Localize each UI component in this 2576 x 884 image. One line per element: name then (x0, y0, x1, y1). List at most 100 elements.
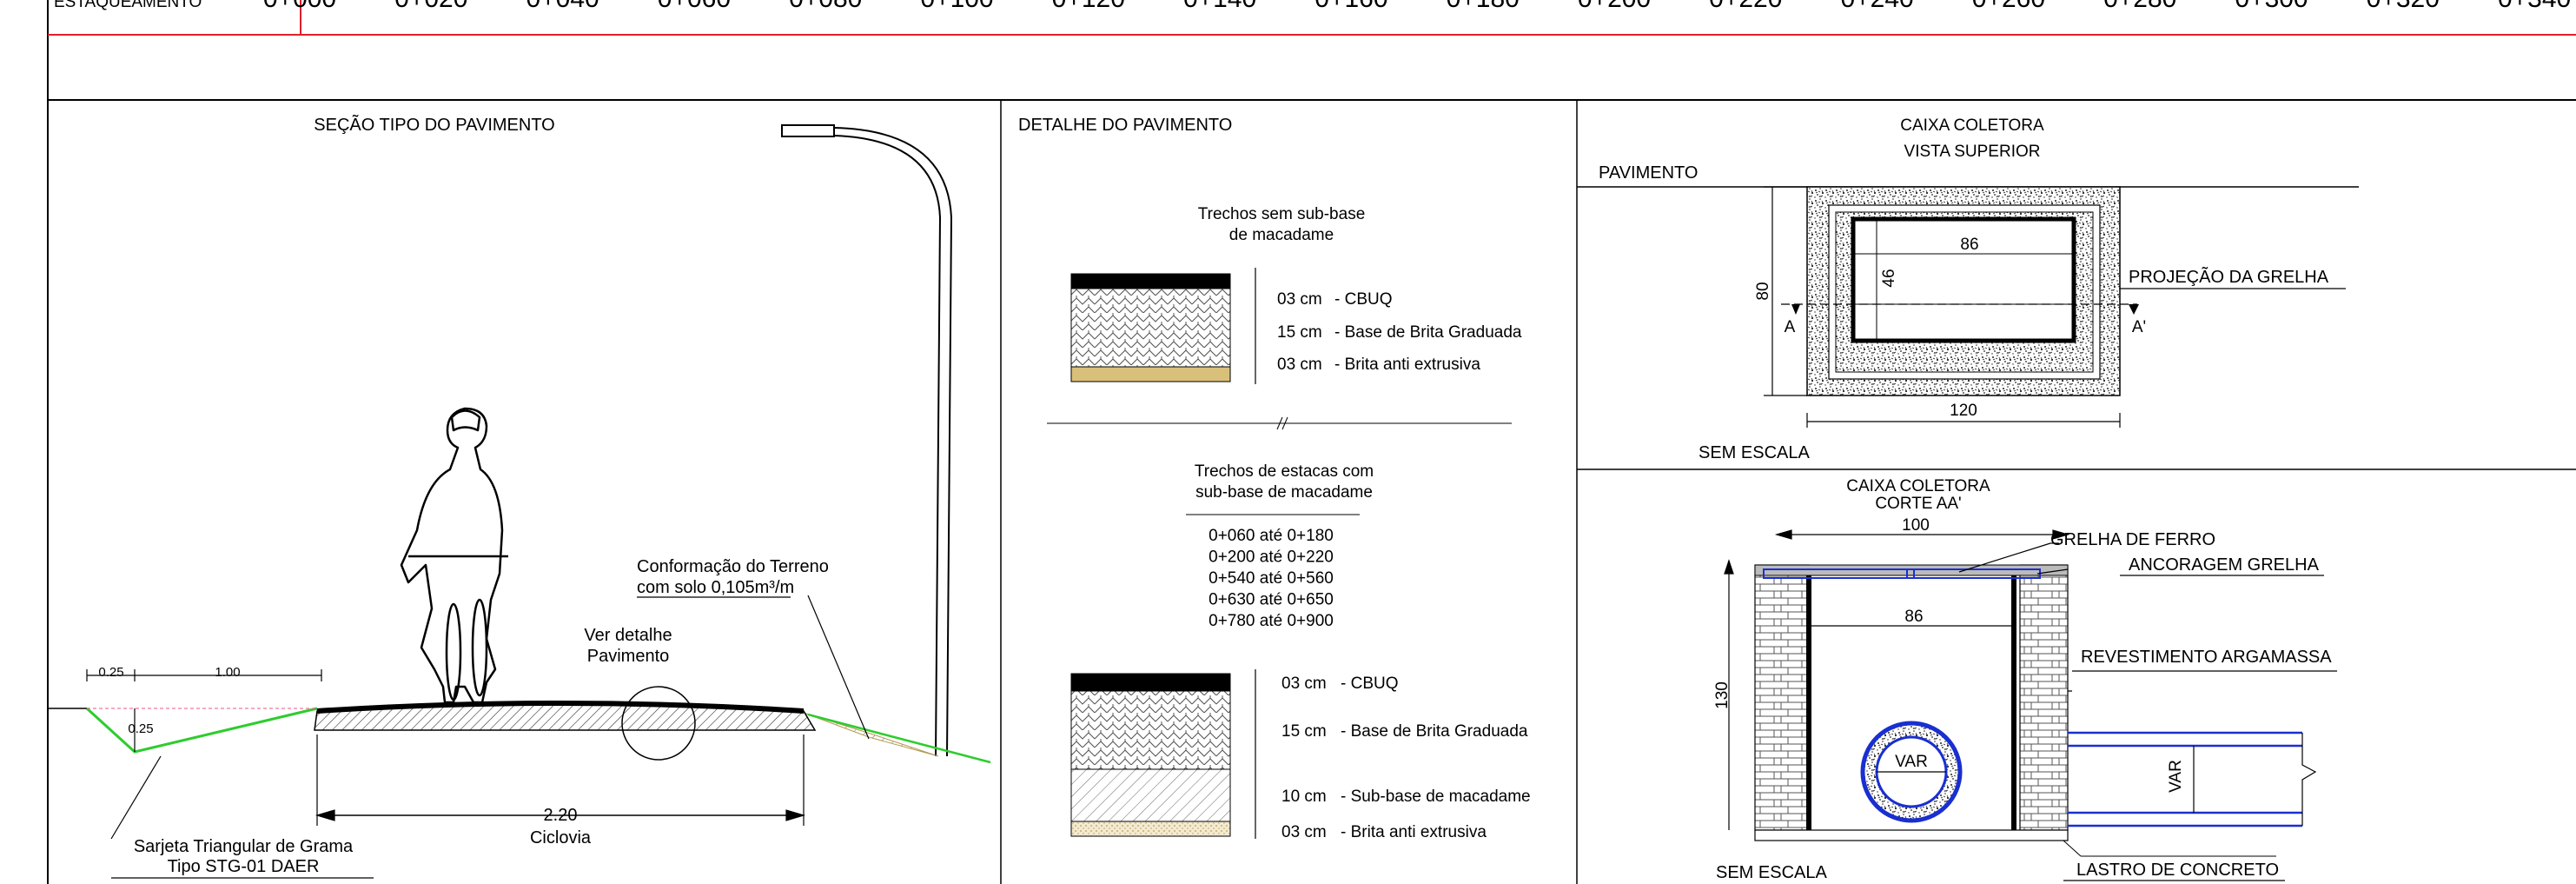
station-range: 0+780 até 0+900 (1209, 612, 1334, 630)
outlet-pipe (2068, 731, 2317, 828)
station-0+320: 0+320 (2367, 0, 2440, 13)
cyclist-icon (400, 407, 508, 704)
dim-025-top: 0.25 (98, 665, 123, 680)
station-range: 0+630 até 0+650 (1209, 591, 1334, 609)
dim-120: 120 (1950, 402, 1977, 420)
dim-80: 80 (1754, 282, 1772, 300)
section-label-a: A (1785, 318, 1796, 336)
caixa-sup-title1: CAIXA COLETORA (1900, 116, 2044, 135)
station-0+100: 0+100 (920, 0, 993, 13)
dim-86-sup: 86 (1960, 236, 1978, 254)
com-sub-line2: sub-base de macadame (1195, 483, 1373, 502)
street-lamp-icon (781, 124, 953, 757)
sem-escala-corte: SEM ESCALA (1716, 863, 1827, 882)
station-0+000: 0+000 (263, 0, 336, 13)
layer-a-thickness: 03 cm (1277, 356, 1322, 374)
station-0+080: 0+080 (789, 0, 862, 13)
layer-b-description: - Base de Brita Graduada (1341, 722, 1528, 741)
station-0+300: 0+300 (2235, 0, 2308, 13)
com-sub-line1: Trechos de estacas com (1195, 462, 1374, 481)
projecao-label: PROJEÇÃO DA GRELHA (2129, 266, 2329, 287)
station-0+140: 0+140 (1183, 0, 1256, 13)
caixa-corte-title1: CAIXA COLETORA (1846, 477, 1990, 495)
layer-a-description: - Base de Brita Graduada (1334, 323, 1522, 342)
sem-sub-line1: Trechos sem sub-base (1198, 205, 1366, 223)
station-strip: ESTAQUEAMENTO 0+000 0+020 0+040 0+060 0+080 0… (47, 0, 2576, 884)
layer-b-thickness: 03 cm (1281, 675, 1327, 693)
layer-b-thickness: 15 cm (1281, 722, 1327, 741)
detail-callout-circle (621, 686, 696, 761)
dim-86-corte: 86 (1904, 608, 1923, 626)
section-label-a-prime: A' (2132, 318, 2146, 336)
secao-tipo-panel: SEÇÃO TIPO DO PAVIMENTO (48, 114, 991, 879)
ancoragem-label: ANCORAGEM GRELHA (2129, 555, 2320, 575)
ciclovia-label: Ciclovia (530, 828, 592, 847)
var-pipe: VAR (2167, 760, 2185, 793)
station-0+260: 0+260 (1972, 0, 2045, 13)
break-line (1047, 416, 1512, 430)
detalhe-panel: DETALHE DO PAVIMENTO Trechos sem sub-bas… (1018, 116, 1531, 841)
station-0+240: 0+240 (1840, 0, 1913, 13)
revestimento-label: REVESTIMENTO ARGAMASSA (2081, 648, 2332, 667)
station-0+020: 0+020 (394, 0, 467, 13)
station-0+120: 0+120 (1052, 0, 1125, 13)
layer-b-description: - Sub-base de macadame (1341, 788, 1531, 806)
lastro-label: LASTRO DE CONCRETO (2076, 861, 2279, 880)
sem-sub-line2: de macadame (1229, 226, 1334, 244)
station-0+180: 0+180 (1447, 0, 1520, 13)
station-0+200: 0+200 (1578, 0, 1651, 13)
layer-b-thickness: 10 cm (1281, 788, 1327, 806)
sarjeta-line1: Sarjeta Triangular de Grama (134, 837, 354, 856)
station-label: ESTAQUEAMENTO (54, 0, 202, 11)
layer-b-thickness: 03 cm (1281, 823, 1327, 841)
var-circle: VAR (1895, 753, 1928, 771)
layer-a-description: - Brita anti extrusiva (1334, 356, 1480, 374)
station-range: 0+540 até 0+560 (1209, 569, 1334, 588)
dim-46: 46 (1880, 269, 1898, 287)
station-0+340: 0+340 (2498, 0, 2571, 13)
station-range: 0+200 até 0+220 (1209, 548, 1334, 567)
dim-100-corte: 100 (1902, 516, 1930, 535)
dim-100: 1.00 (215, 665, 240, 680)
station-range: 0+060 até 0+180 (1209, 527, 1334, 545)
section-arrow-a-prime (2129, 304, 2139, 315)
secao-dims (86, 595, 870, 879)
station-0+160: 0+160 (1314, 0, 1387, 13)
caixa-corte-title2: CORTE AA' (1875, 495, 1961, 513)
sem-escala-sup: SEM ESCALA (1699, 443, 1810, 462)
ver-detalhe-line1: Ver detalhe (584, 626, 672, 645)
station-0+040: 0+040 (526, 0, 599, 13)
collector-box-section (1754, 564, 2276, 857)
caixa-sup-dims (1764, 186, 2346, 428)
dim-025-side: 0.25 (128, 721, 153, 736)
detalhe-title: DETALHE DO PAVIMENTO (1018, 116, 1232, 135)
layer-block-a (1070, 268, 1256, 384)
dim-130: 130 (1713, 681, 1732, 709)
conformacao-line2: com solo 0,105m³/m (637, 578, 794, 597)
layer-a-thickness: 03 cm (1277, 290, 1322, 309)
conformacao-line1: Conformação do Terreno (637, 557, 829, 576)
station-0+280: 0+280 (2103, 0, 2176, 13)
dim-220: 2.20 (544, 806, 578, 825)
station-0+220: 0+220 (1709, 0, 1782, 13)
caixa-superior-panel: CAIXA COLETORA VISTA SUPERIOR PAVIMENTO … (1577, 116, 2359, 462)
caixa-corte-panel: CAIXA COLETORA CORTE AA' 100 130 86 20 (1713, 477, 2337, 882)
caixa-sup-title2: VISTA SUPERIOR (1904, 143, 2041, 161)
layer-a-description: - CBUQ (1334, 290, 1393, 309)
layer-a-thickness: 15 cm (1277, 323, 1322, 342)
pavement-section (314, 686, 817, 761)
pipe-circle-icon (1860, 721, 1963, 823)
collector-box-plan (1806, 186, 2121, 396)
ver-detalhe-line2: Pavimento (587, 647, 670, 666)
section-arrow-a (1791, 304, 1800, 315)
pavimento-label: PAVIMENTO (1599, 163, 1698, 183)
caixa-corte-leaders (1958, 542, 2337, 672)
layer-block-b (1070, 669, 1256, 839)
layer-b-description: - CBUQ (1341, 675, 1399, 693)
grelha-label: GRELHA DE FERRO (2050, 530, 2215, 549)
layer-b-description: - Brita anti extrusiva (1341, 823, 1487, 841)
station-0+060: 0+060 (658, 0, 731, 13)
sarjeta-line2: Tipo STG-01 DAER (168, 857, 320, 876)
secao-title: SEÇÃO TIPO DO PAVIMENTO (314, 114, 554, 135)
